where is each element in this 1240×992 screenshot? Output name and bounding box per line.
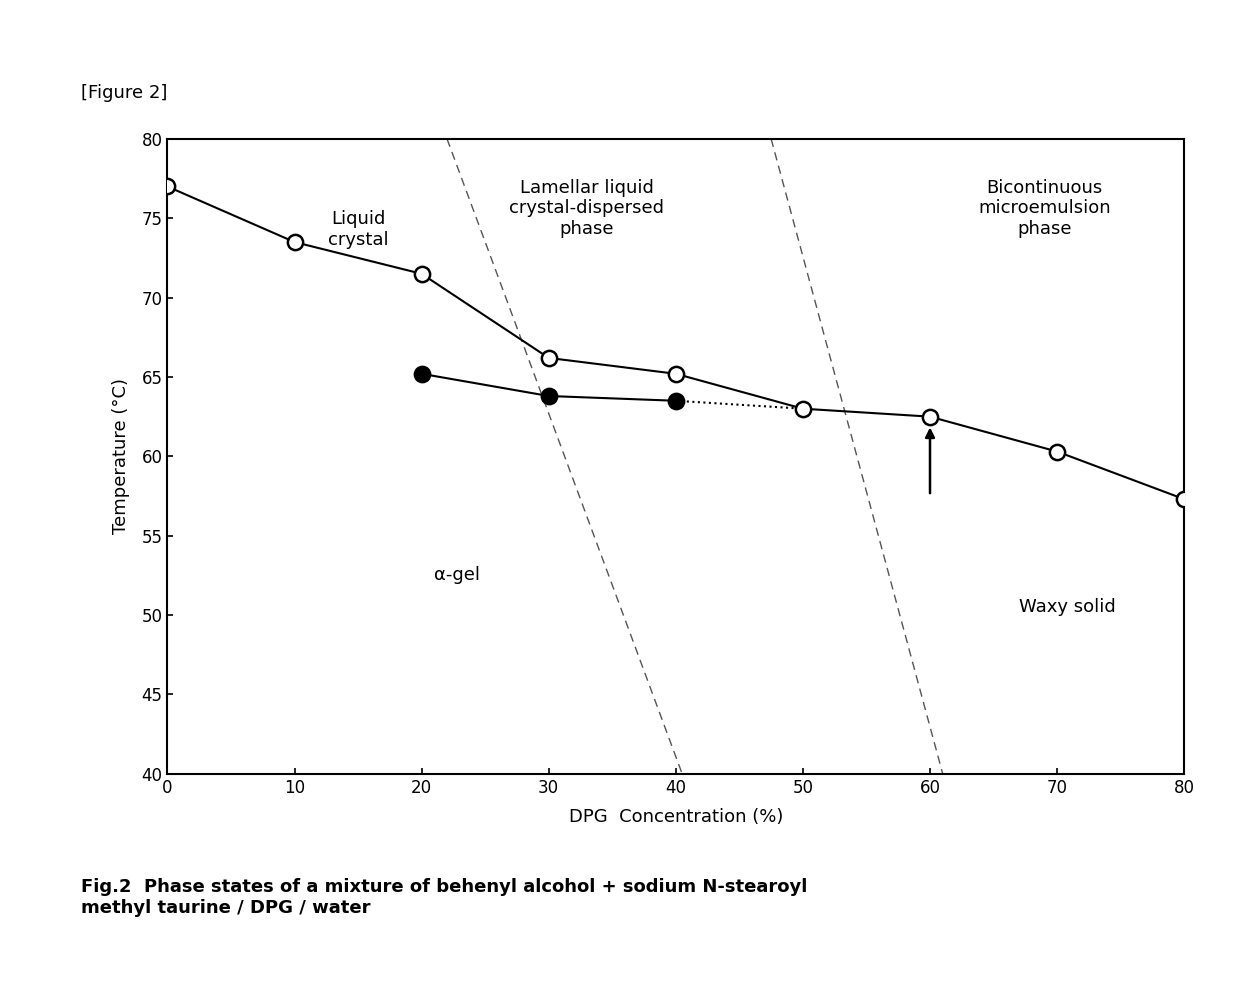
Point xyxy=(412,266,432,282)
Point xyxy=(666,366,686,382)
Point xyxy=(1174,491,1194,507)
Point xyxy=(157,179,177,194)
Point xyxy=(1048,443,1068,459)
Y-axis label: Temperature (°C): Temperature (°C) xyxy=(113,378,130,535)
Point xyxy=(794,401,813,417)
Point xyxy=(539,388,559,404)
Point xyxy=(412,366,432,382)
X-axis label: DPG  Concentration (%): DPG Concentration (%) xyxy=(569,807,782,825)
Point xyxy=(539,350,559,366)
Text: Bicontinuous
microemulsion
phase: Bicontinuous microemulsion phase xyxy=(978,179,1111,238)
Point xyxy=(920,409,940,425)
Text: [Figure 2]: [Figure 2] xyxy=(81,84,167,102)
Text: Liquid
crystal: Liquid crystal xyxy=(327,210,388,249)
Point xyxy=(284,234,305,250)
Text: Waxy solid: Waxy solid xyxy=(1019,598,1116,616)
Text: Fig.2  Phase states of a mixture of behenyl alcohol + sodium N-stearoyl
methyl t: Fig.2 Phase states of a mixture of behen… xyxy=(81,878,807,917)
Point xyxy=(666,393,686,409)
Text: α-gel: α-gel xyxy=(434,566,480,584)
Text: Lamellar liquid
crystal-dispersed
phase: Lamellar liquid crystal-dispersed phase xyxy=(510,179,665,238)
